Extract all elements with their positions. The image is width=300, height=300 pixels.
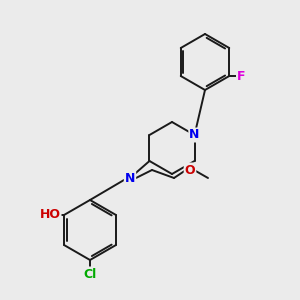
Text: N: N (125, 172, 135, 184)
Text: F: F (237, 70, 245, 83)
Text: HO: HO (40, 208, 61, 221)
Text: Cl: Cl (83, 268, 97, 281)
Text: N: N (189, 128, 200, 142)
Text: O: O (185, 164, 195, 176)
